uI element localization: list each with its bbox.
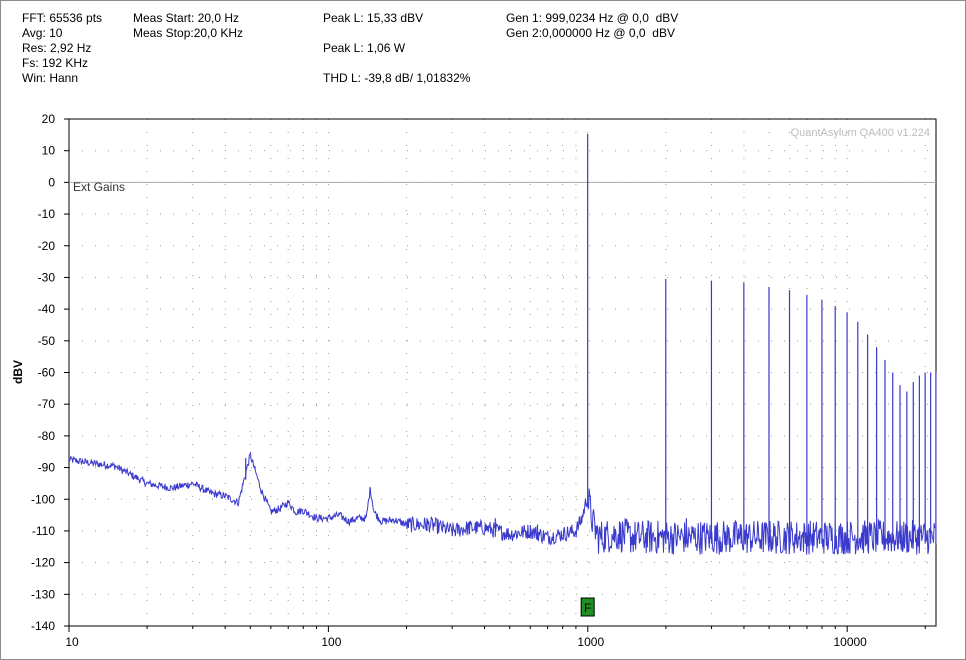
ext-gains-label: Ext Gains: [73, 180, 125, 194]
harmonic-peaks: [245, 133, 937, 544]
gen1-readout: Gen 1: 999,0234 Hz @ 0,0 dBV: [506, 11, 679, 25]
fundamental-marker[interactable]: F: [580, 597, 595, 617]
fundamental-marker-label: F: [584, 601, 591, 615]
y-tick-label: -60: [38, 366, 56, 380]
y-tick-label: -110: [32, 524, 55, 538]
watermark-label: QuantAsylum QA400 v1.224: [791, 127, 930, 139]
y-tick-label: 20: [42, 112, 56, 126]
peak-watts-readout: Peak L: 1,06 W: [323, 41, 406, 55]
x-axis-ticks: 10 100 1000 10000: [65, 626, 926, 649]
averages-readout: Avg: 10: [22, 26, 63, 40]
y-tick-label: -90: [38, 461, 56, 475]
sample-rate-readout: Fs: 192 KHz: [22, 56, 89, 70]
meas-stop-readout: Meas Stop:20,0 KHz: [133, 26, 244, 40]
y-tick-label: -20: [38, 239, 56, 253]
thd-readout: THD L: -39,8 dB/ 1,01832%: [323, 71, 471, 85]
meas-start-readout: Meas Start: 20,0 Hz: [133, 11, 240, 25]
gen2-readout: Gen 2:0,000000 Hz @ 0,0 dBV: [506, 26, 675, 40]
window-readout: Win: Hann: [22, 71, 79, 85]
peak-dbv-readout: Peak L: 15,33 dBV: [323, 11, 424, 25]
chart-grid: [68, 118, 936, 627]
y-tick-label: -80: [38, 429, 56, 443]
x-tick-label: 100: [321, 635, 341, 649]
y-tick-label: 10: [42, 144, 56, 158]
y-tick-label: -120: [31, 556, 55, 570]
y-tick-label: -140: [31, 619, 55, 633]
x-tick-label: 10: [65, 635, 79, 649]
y-tick-label: -100: [31, 492, 55, 506]
fft-size-readout: FFT: 65536 pts: [22, 11, 103, 25]
y-axis-label: dBV: [11, 360, 25, 384]
spectrum-trace: [68, 451, 937, 555]
y-tick-label: -10: [38, 207, 56, 221]
y-tick-label: -40: [38, 302, 56, 316]
y-tick-label: -50: [38, 334, 56, 348]
y-tick-label: -30: [38, 270, 56, 284]
y-axis-ticks: 20 10 0 -10 -20 -30 -40 -50 -60 -70 -80 -90 -100 -110…: [31, 112, 69, 633]
fundamental-marker-box[interactable]: [580, 597, 595, 617]
resolution-readout: Res: 2,92 Hz: [22, 41, 92, 55]
x-tick-label: 1000: [577, 635, 604, 649]
y-tick-label: -130: [31, 587, 55, 601]
y-tick-label: 0: [48, 175, 55, 189]
y-tick-label: -70: [38, 397, 56, 411]
x-tick-label: 10000: [833, 635, 867, 649]
